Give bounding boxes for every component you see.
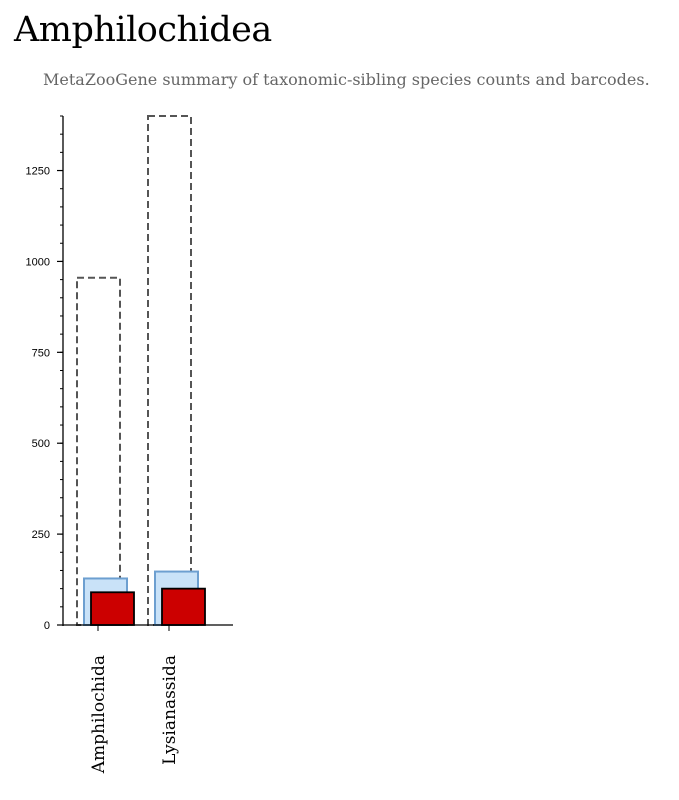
bar-front-amphilochida xyxy=(90,591,135,626)
labels-layer: 0 250 500 750 1000 1250 Amphilochida Lysianassi… xyxy=(26,166,180,775)
y-tick-label: 0 xyxy=(44,620,50,632)
page-subtitle: MetaZooGene summary of taxonomic-sibling… xyxy=(43,70,650,89)
bars-layer xyxy=(76,115,206,626)
bar-outline-amphilochida xyxy=(76,276,121,626)
y-tick-label: 1000 xyxy=(26,256,50,268)
y-tick-label: 500 xyxy=(32,438,50,450)
y-tick-label: 250 xyxy=(32,529,50,541)
x-category-label: Lysianassida xyxy=(160,655,180,765)
page-title: Amphilochidea xyxy=(14,10,272,50)
bar-outline-lysianassida xyxy=(147,115,192,626)
axis-layer xyxy=(57,115,233,631)
y-tick-label: 750 xyxy=(32,347,50,359)
x-category-label: Amphilochida xyxy=(89,655,109,774)
y-tick-label: 1250 xyxy=(26,166,50,178)
bar-front-lysianassida xyxy=(161,587,206,626)
